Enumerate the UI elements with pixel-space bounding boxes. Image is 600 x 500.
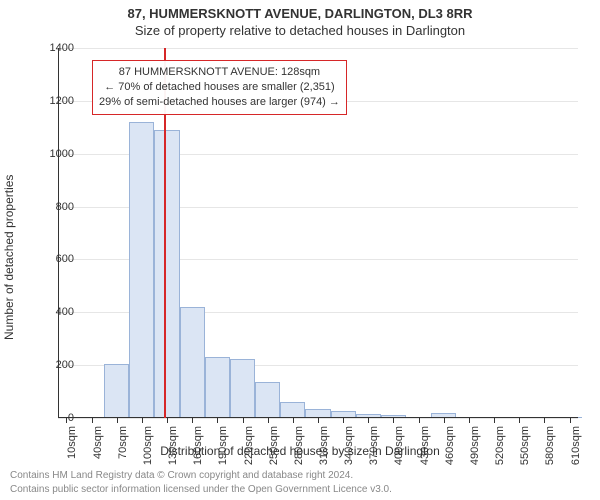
x-tick-mark: [544, 418, 545, 423]
footer-line-2: Contains public sector information licen…: [10, 483, 392, 497]
footer: Contains HM Land Registry data © Crown c…: [10, 469, 392, 496]
annotation-line-2: ← 70% of detached houses are smaller (2,…: [99, 80, 340, 95]
histogram-bar: [280, 402, 305, 418]
gridline: [58, 48, 578, 49]
annotation-box: 87 HUMMERSKNOTT AVENUE: 128sqm ← 70% of …: [92, 60, 347, 115]
x-tick-mark: [570, 418, 571, 423]
histogram-bar: [180, 307, 205, 418]
x-tick-mark: [318, 418, 319, 423]
y-tick-label: 600: [34, 253, 74, 265]
y-tick-label: 800: [34, 201, 74, 213]
x-tick-label: 340sqm: [343, 426, 355, 466]
page-subtitle: Size of property relative to detached ho…: [0, 23, 600, 38]
x-tick-mark: [494, 418, 495, 423]
x-tick-label: 160sqm: [192, 426, 204, 466]
x-tick-label: 220sqm: [243, 426, 255, 466]
histogram-bar: [154, 130, 179, 418]
x-tick-mark: [419, 418, 420, 423]
y-tick-label: 1200: [34, 95, 74, 107]
x-tick-label: 370sqm: [368, 426, 380, 466]
page-title: 87, HUMMERSKNOTT AVENUE, DARLINGTON, DL3…: [0, 6, 600, 21]
y-tick-label: 1000: [34, 148, 74, 160]
x-tick-mark: [293, 418, 294, 423]
annotation-line-3: 29% of semi-detached houses are larger (…: [99, 95, 340, 110]
x-tick-mark: [217, 418, 218, 423]
x-tick-mark: [92, 418, 93, 423]
x-tick-label: 130sqm: [167, 426, 179, 466]
histogram-bar: [129, 122, 154, 418]
x-tick-label: 550sqm: [519, 426, 531, 466]
y-tick-label: 400: [34, 306, 74, 318]
x-tick-label: 430sqm: [419, 426, 431, 466]
footer-line-1: Contains HM Land Registry data © Crown c…: [10, 469, 392, 483]
histogram-bar: [230, 359, 255, 418]
x-tick-label: 100sqm: [142, 426, 154, 466]
x-tick-mark: [469, 418, 470, 423]
x-tick-mark: [343, 418, 344, 423]
x-tick-mark: [268, 418, 269, 423]
x-tick-mark: [142, 418, 143, 423]
x-tick-label: 70sqm: [117, 426, 129, 466]
x-tick-label: 520sqm: [494, 426, 506, 466]
y-tick-label: 0: [34, 412, 74, 424]
x-tick-mark: [368, 418, 369, 423]
x-tick-mark: [167, 418, 168, 423]
y-axis-label: Number of detached properties: [2, 175, 16, 340]
x-tick-mark: [117, 418, 118, 423]
x-tick-mark: [444, 418, 445, 423]
x-tick-mark: [393, 418, 394, 423]
y-tick-label: 1400: [34, 42, 74, 54]
x-tick-label: 310sqm: [318, 426, 330, 466]
x-tick-label: 250sqm: [268, 426, 280, 466]
title-block: 87, HUMMERSKNOTT AVENUE, DARLINGTON, DL3…: [0, 0, 600, 38]
x-tick-label: 580sqm: [544, 426, 556, 466]
x-tick-label: 190sqm: [217, 426, 229, 466]
x-tick-label: 400sqm: [393, 426, 405, 466]
x-tick-label: 280sqm: [293, 426, 305, 466]
x-tick-label: 40sqm: [92, 426, 104, 466]
x-tick-label: 610sqm: [570, 426, 582, 466]
x-tick-label: 490sqm: [469, 426, 481, 466]
annotation-line-1: 87 HUMMERSKNOTT AVENUE: 128sqm: [99, 65, 340, 80]
x-tick-label: 10sqm: [66, 426, 78, 466]
y-tick-label: 200: [34, 359, 74, 371]
x-tick-mark: [192, 418, 193, 423]
x-tick-mark: [243, 418, 244, 423]
histogram-bar: [104, 364, 129, 418]
histogram-bar: [205, 357, 230, 418]
histogram-bar: [255, 382, 280, 418]
x-tick-label: 460sqm: [444, 426, 456, 466]
x-tick-mark: [519, 418, 520, 423]
